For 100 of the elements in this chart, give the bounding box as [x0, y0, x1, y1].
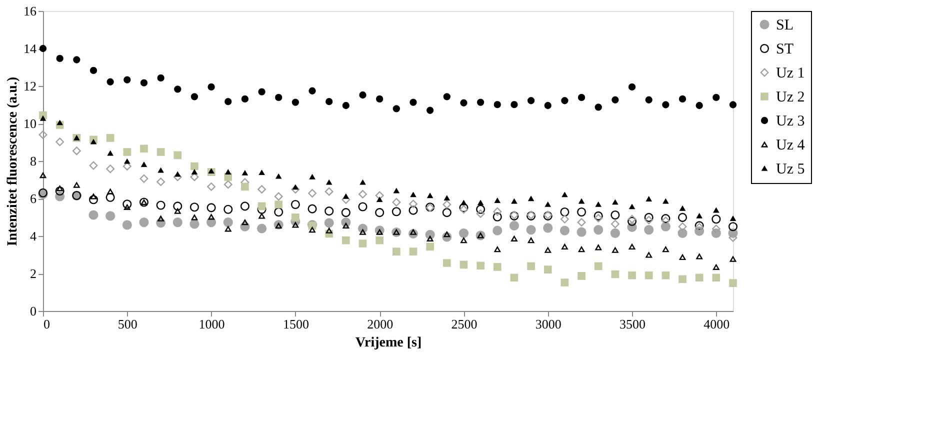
point	[578, 198, 584, 204]
point	[223, 218, 233, 228]
point	[276, 174, 282, 179]
point	[342, 222, 350, 229]
point	[594, 225, 604, 235]
point	[577, 218, 586, 227]
point	[442, 200, 452, 209]
point	[376, 197, 382, 202]
point	[139, 218, 149, 228]
point	[678, 222, 687, 231]
point	[442, 259, 451, 267]
point	[275, 222, 282, 229]
x-tick-label: 1000	[198, 316, 225, 332]
point	[528, 237, 534, 244]
point	[729, 279, 737, 287]
x-tick-label: 3500	[620, 316, 646, 332]
point	[375, 191, 384, 200]
point	[308, 87, 316, 94]
point	[140, 174, 148, 183]
point	[158, 168, 164, 173]
point	[426, 236, 434, 242]
point	[678, 212, 688, 222]
point	[526, 225, 536, 235]
point	[342, 236, 350, 244]
point	[628, 244, 636, 250]
point	[55, 186, 64, 196]
point	[528, 196, 534, 202]
point	[392, 198, 401, 206]
point	[460, 237, 467, 244]
point	[90, 139, 96, 144]
point	[409, 248, 418, 256]
point	[545, 202, 551, 207]
point	[476, 204, 486, 214]
point	[576, 227, 586, 237]
legend-label: Uz 4	[776, 138, 806, 154]
point	[56, 54, 64, 62]
point	[57, 120, 63, 126]
x-tick-label: 2500	[451, 316, 478, 332]
point	[729, 101, 737, 108]
point	[88, 210, 98, 220]
point	[644, 212, 654, 222]
point	[258, 202, 266, 210]
point	[578, 246, 585, 252]
x-tick-label: 1500	[282, 316, 309, 332]
legend-label: Uz 5	[776, 162, 805, 178]
point	[208, 214, 214, 220]
point	[461, 200, 466, 206]
point	[392, 207, 401, 216]
y-tick-label: 10	[24, 116, 36, 131]
point	[156, 148, 165, 156]
point	[612, 200, 618, 205]
y-tick-label: 16	[24, 4, 37, 18]
legend-label: ST	[776, 42, 794, 58]
point	[90, 66, 98, 74]
legend-label: Uz 2	[776, 90, 805, 106]
point	[376, 95, 384, 103]
point	[360, 229, 366, 235]
point	[695, 274, 704, 282]
point	[394, 188, 400, 194]
x-tick-label: 3000	[535, 316, 562, 332]
y-tick-label: 12	[24, 78, 36, 94]
point	[610, 228, 620, 238]
point	[241, 95, 249, 103]
point	[662, 198, 668, 204]
point	[494, 100, 501, 108]
point	[527, 262, 535, 270]
point	[38, 130, 48, 139]
point	[544, 247, 552, 253]
point	[124, 158, 130, 164]
point	[241, 182, 249, 191]
point	[225, 170, 231, 174]
point	[308, 204, 317, 214]
point	[443, 93, 450, 100]
point	[324, 187, 334, 196]
y-tick-label: 0	[30, 304, 36, 318]
point	[595, 244, 602, 250]
point	[596, 202, 602, 207]
point	[106, 192, 115, 202]
point	[174, 151, 182, 160]
point	[56, 138, 64, 146]
point	[512, 198, 517, 204]
point	[309, 226, 316, 233]
point	[292, 184, 298, 190]
point	[224, 180, 232, 189]
point	[493, 263, 502, 271]
point	[157, 74, 164, 82]
point	[174, 208, 181, 214]
point	[426, 242, 434, 251]
point	[594, 104, 602, 111]
point	[123, 148, 132, 156]
point	[728, 222, 738, 232]
point	[156, 200, 166, 210]
point	[292, 214, 300, 222]
point	[308, 189, 316, 198]
point	[140, 79, 148, 86]
point	[410, 98, 417, 106]
point	[662, 246, 669, 252]
point	[427, 193, 433, 198]
point	[444, 231, 450, 238]
y-tick-label: 8	[30, 154, 36, 168]
